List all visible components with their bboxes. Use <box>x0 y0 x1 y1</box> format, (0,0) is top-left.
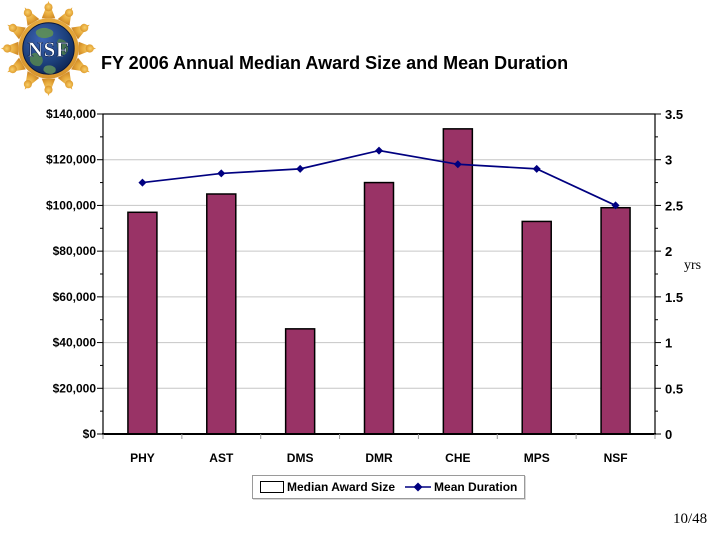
left-axis-label: $40,000 <box>53 336 97 350</box>
right-axis-unit-label: yrs <box>684 258 702 273</box>
legend-label: Mean Duration <box>434 480 518 494</box>
x-axis-label: DMS <box>287 451 314 465</box>
legend-entry-median-award-size: Median Award Size <box>260 480 395 494</box>
left-axis-label: $60,000 <box>53 290 97 304</box>
right-axis-label: 3 <box>665 153 672 168</box>
left-axis-label: $140,000 <box>46 107 96 121</box>
page-title: FY 2006 Annual Median Award Size and Mea… <box>101 53 569 73</box>
right-axis-label: 0.5 <box>665 381 683 396</box>
page-number: 10/48 <box>673 511 708 527</box>
right-axis-label: 1.5 <box>665 290 683 305</box>
bar-swatch-icon <box>260 481 284 493</box>
bar-PHY <box>127 211 158 435</box>
right-axis-label: 2 <box>665 244 672 259</box>
chart-legend: Median Award Size Mean Duration <box>252 475 526 499</box>
logo-text: NSF <box>28 37 70 61</box>
legend-entry-mean-duration: Mean Duration <box>405 480 517 494</box>
left-axis-label: $0 <box>83 427 97 441</box>
marker-AST <box>217 169 226 178</box>
left-axis-label: $20,000 <box>53 381 97 395</box>
bar-CHE <box>442 128 474 435</box>
bar-AST <box>206 193 237 435</box>
x-axis-label: CHE <box>445 451 470 465</box>
marker-CHE <box>453 160 462 169</box>
marker-PHY <box>138 178 147 187</box>
left-axis-label: $80,000 <box>53 244 97 258</box>
x-axis-label: AST <box>209 451 234 465</box>
marker-NSF <box>611 201 620 210</box>
x-axis-label: PHY <box>130 451 155 465</box>
bar-DMS <box>284 328 316 435</box>
bar-DMR <box>363 181 395 435</box>
chart-plot: $0 $20,000 $40,000 $60,000 $80,000 $100,000 $1… <box>46 107 683 465</box>
marker-MPS <box>532 164 541 173</box>
bar-NSF <box>600 206 631 435</box>
x-axis-label: NSF <box>604 451 628 465</box>
bar-MPS <box>521 220 552 435</box>
line-marker-icon <box>405 482 432 492</box>
legend-label: Median Award Size <box>287 480 396 494</box>
right-axis-label: 1 <box>665 336 672 351</box>
right-axis-label: 0 <box>665 427 672 442</box>
left-axis-label: $100,000 <box>46 198 96 212</box>
right-axis-label: 2.5 <box>665 198 683 213</box>
x-axis-label: MPS <box>524 451 550 465</box>
logo-globe <box>22 22 75 75</box>
marker-DMS <box>296 164 305 173</box>
nsf-logo-icon: NSF <box>0 0 97 97</box>
right-axis-label: 3.5 <box>665 107 683 122</box>
x-axis-label: DMR <box>365 451 393 465</box>
left-axis-label: $120,000 <box>46 153 96 167</box>
marker-DMR <box>375 146 383 155</box>
